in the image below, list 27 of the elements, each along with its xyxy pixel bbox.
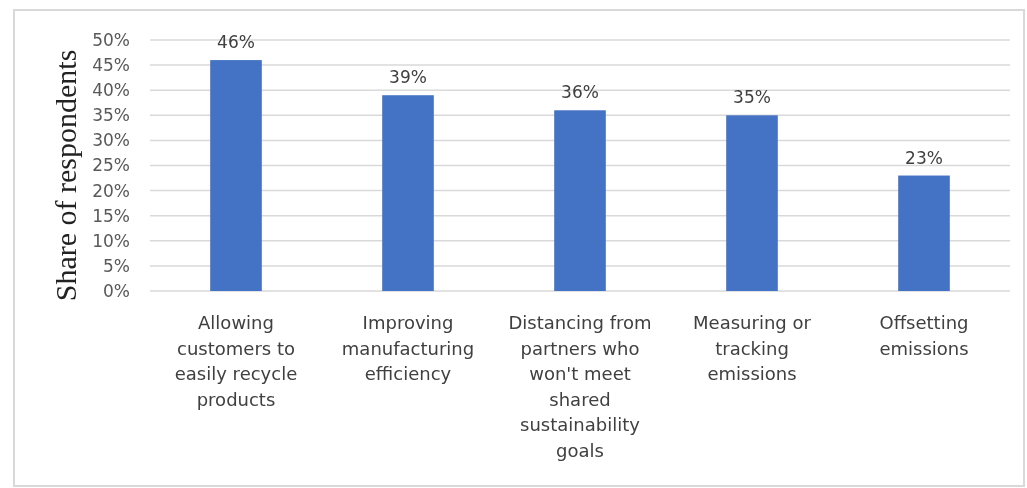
data-label: 35% xyxy=(733,87,771,108)
y-tick-label: 40% xyxy=(92,80,130,101)
data-label: 39% xyxy=(389,67,427,88)
x-tick-label: Offsetting emissions xyxy=(879,312,969,359)
data-label: 46% xyxy=(217,32,255,53)
y-tick-label: 25% xyxy=(92,155,130,176)
y-tick-label: 35% xyxy=(92,105,130,126)
y-tick-label: 30% xyxy=(92,130,130,151)
y-tick-label: 0% xyxy=(103,280,130,301)
x-tick-label: Distancing from partners who won't meet shared sustainability goals xyxy=(508,312,652,461)
y-tick-label: 50% xyxy=(92,29,130,50)
y-tick-label: 10% xyxy=(92,230,130,251)
bar xyxy=(210,60,262,291)
x-tick-label: Measuring or tracking emissions xyxy=(693,312,812,384)
data-label: 23% xyxy=(905,147,943,168)
bar xyxy=(898,175,950,291)
y-tick-label: 5% xyxy=(103,255,130,276)
bar xyxy=(382,95,434,291)
y-axis-title: Share of respondents xyxy=(49,49,82,302)
bar xyxy=(726,115,778,291)
x-tick-label: Improving manufacturing efficiency xyxy=(341,312,475,384)
data-label: 36% xyxy=(561,82,599,103)
bar xyxy=(554,110,606,291)
y-tick-label: 45% xyxy=(92,55,130,76)
x-tick-label: Allowing customers to easily recycle products xyxy=(174,312,298,410)
y-tick-label: 20% xyxy=(92,180,130,201)
y-tick-label: 15% xyxy=(92,205,130,226)
